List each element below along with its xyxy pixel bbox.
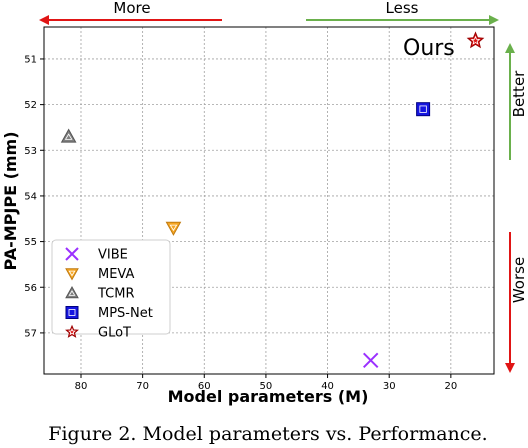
legend-marker-mps-net <box>65 306 79 319</box>
y-axis-ticks: 51 52 53 54 55 56 57 <box>24 54 44 339</box>
grid <box>44 27 494 374</box>
ours-annotation: Ours <box>403 36 455 61</box>
worse-label: Worse <box>510 257 528 303</box>
x-tick-label: 70 <box>136 381 149 392</box>
x-tick-label: 80 <box>75 381 88 392</box>
y-axis-label: PA-MPJPE (mm) <box>1 131 20 270</box>
data-point-mps-net <box>416 102 431 117</box>
plot-frame <box>43 26 495 375</box>
legend-marker-tcmr <box>65 285 79 299</box>
y-tick-label: 53 <box>24 146 37 157</box>
legend-entry: MEVA <box>98 267 134 282</box>
x-tick-label: 30 <box>383 381 396 392</box>
less-label: Less <box>386 0 419 17</box>
data-point-vibe <box>363 352 379 369</box>
more-label: More <box>113 0 150 17</box>
y-tick-label: 57 <box>24 328 37 339</box>
data-point-glot <box>466 31 485 49</box>
legend-marker-vibe <box>65 247 79 261</box>
y-tick-label: 56 <box>24 283 37 294</box>
legend-entry: VIBE <box>98 248 128 263</box>
legend-marker-glot <box>65 324 79 338</box>
legend-entry: TCMR <box>97 287 135 302</box>
y-tick-label: 51 <box>24 54 37 65</box>
legend-entry: GLoT <box>98 326 131 341</box>
x-axis-ticks: 80 70 60 50 40 30 20 <box>75 374 457 392</box>
data-point-tcmr <box>60 128 77 143</box>
better-label: Better <box>510 70 528 118</box>
y-tick-label: 55 <box>24 237 37 248</box>
legend-marker-meva <box>65 268 79 281</box>
y-tick-label: 52 <box>24 100 37 111</box>
figure-caption: Figure 2. Model parameters vs. Performan… <box>48 423 487 445</box>
x-axis-label: Model parameters (M) <box>168 387 369 406</box>
y-tick-label: 54 <box>24 191 37 202</box>
x-tick-label: 50 <box>260 381 273 392</box>
data-point-meva <box>165 221 182 236</box>
data-points <box>60 31 485 369</box>
legend: VIBE MEVA TCMR MPS-Net GLoT <box>51 239 171 341</box>
x-tick-label: 60 <box>198 381 211 392</box>
x-tick-label: 20 <box>444 381 457 392</box>
legend-entry: MPS-Net <box>98 306 153 321</box>
x-tick-label: 40 <box>321 381 334 392</box>
legend-box <box>51 239 171 335</box>
